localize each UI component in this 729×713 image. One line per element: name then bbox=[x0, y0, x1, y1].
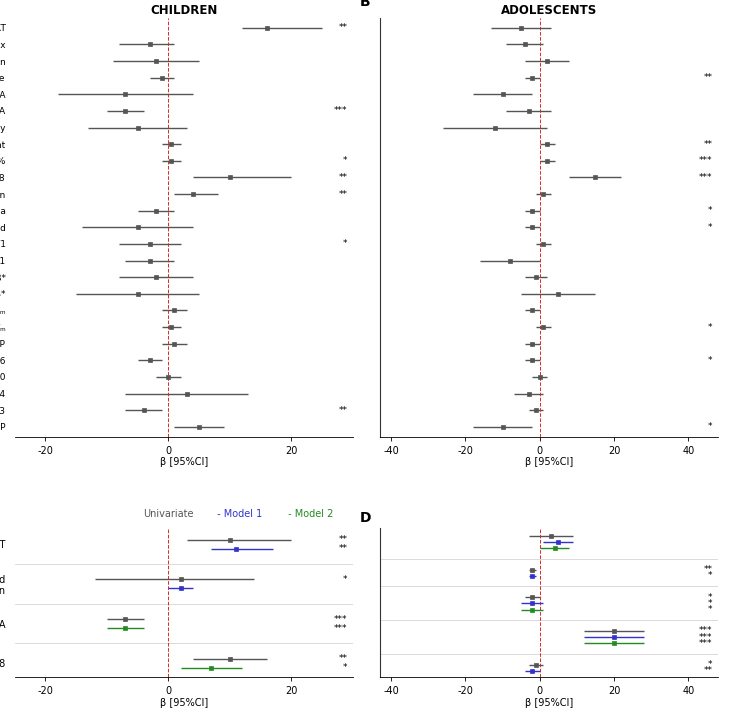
X-axis label: β [95%CI]: β [95%CI] bbox=[160, 698, 208, 708]
Text: D: D bbox=[359, 511, 371, 525]
Text: ***: *** bbox=[699, 632, 713, 642]
Text: ***: *** bbox=[334, 106, 347, 116]
Text: *: * bbox=[343, 663, 347, 672]
Text: *: * bbox=[708, 660, 713, 669]
Text: **: ** bbox=[338, 544, 347, 553]
Text: *: * bbox=[708, 593, 713, 602]
X-axis label: β [95%CI]: β [95%CI] bbox=[525, 698, 573, 708]
Text: *: * bbox=[708, 322, 713, 332]
Text: **: ** bbox=[338, 655, 347, 663]
Text: *: * bbox=[343, 240, 347, 248]
Text: **: ** bbox=[703, 73, 713, 82]
Text: B: B bbox=[359, 0, 370, 9]
Text: **: ** bbox=[703, 565, 713, 574]
Text: **: ** bbox=[338, 190, 347, 198]
Text: - Model 1: - Model 1 bbox=[214, 509, 262, 519]
Text: ***: *** bbox=[699, 626, 713, 635]
Text: *: * bbox=[708, 571, 713, 580]
X-axis label: β [95%CI]: β [95%CI] bbox=[160, 457, 208, 467]
Text: ***: *** bbox=[699, 639, 713, 648]
Text: ***: *** bbox=[334, 624, 347, 632]
X-axis label: β [95%CI]: β [95%CI] bbox=[525, 457, 573, 467]
Title: ADOLESCENTS: ADOLESCENTS bbox=[501, 4, 597, 16]
Text: **: ** bbox=[338, 535, 347, 544]
Text: **: ** bbox=[338, 406, 347, 415]
Text: *: * bbox=[708, 599, 713, 608]
Text: Univariate: Univariate bbox=[143, 509, 194, 519]
Text: *: * bbox=[708, 222, 713, 232]
Title: CHILDREN: CHILDREN bbox=[150, 4, 217, 16]
Text: ***: *** bbox=[699, 173, 713, 182]
Text: **: ** bbox=[338, 24, 347, 32]
Text: **: ** bbox=[338, 173, 347, 182]
Text: **: ** bbox=[703, 667, 713, 675]
Text: ***: *** bbox=[334, 615, 347, 624]
Text: *: * bbox=[708, 422, 713, 431]
Text: ***: *** bbox=[699, 156, 713, 165]
Text: *: * bbox=[343, 575, 347, 584]
Text: **: ** bbox=[703, 140, 713, 149]
Text: *: * bbox=[708, 605, 713, 614]
Text: - Model 2: - Model 2 bbox=[285, 509, 334, 519]
Text: *: * bbox=[708, 356, 713, 365]
Text: *: * bbox=[708, 206, 713, 215]
Text: *: * bbox=[343, 156, 347, 165]
